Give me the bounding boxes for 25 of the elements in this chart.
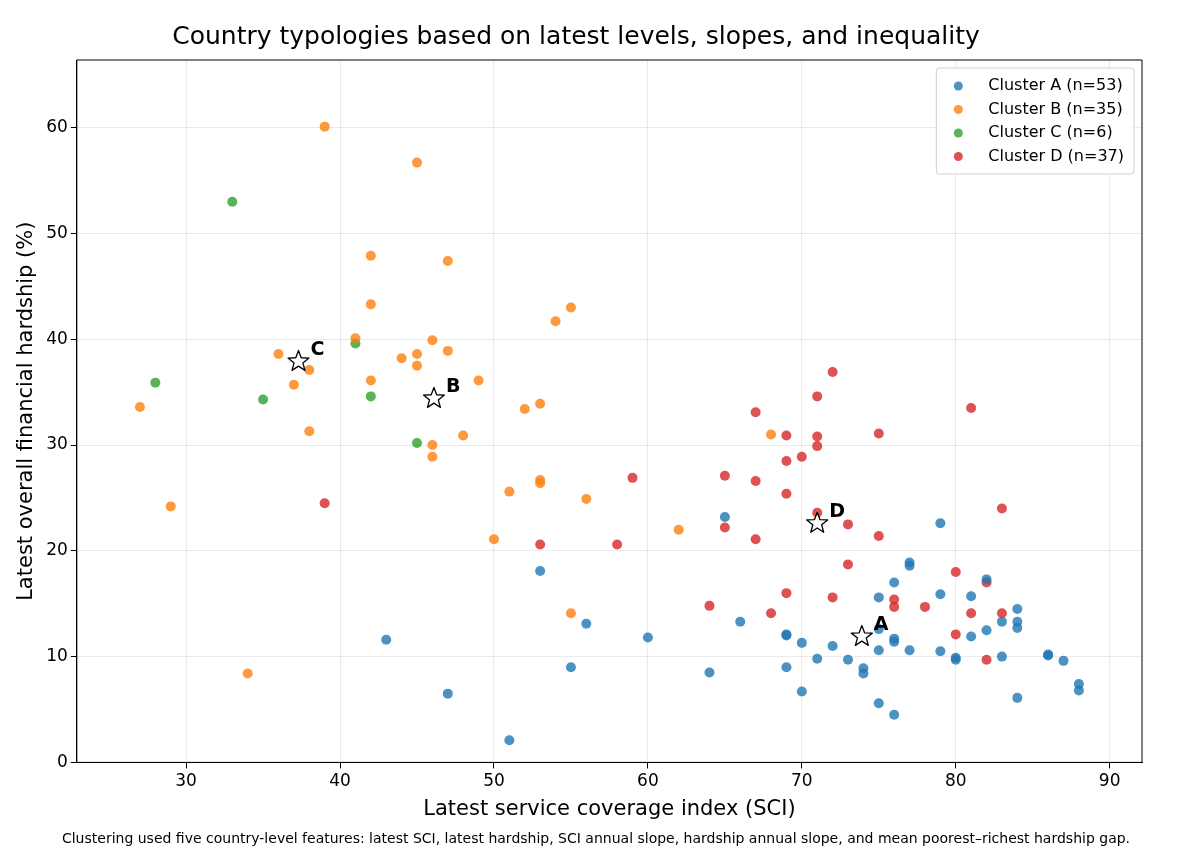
annotation: D [829, 498, 845, 521]
y-tick-label: 10 [46, 645, 68, 666]
x-tick-label: 70 [791, 770, 813, 791]
legend-label: Cluster D (n=37) [988, 145, 1124, 165]
annotation: B [445, 373, 461, 396]
y-tick-label: 0 [57, 750, 68, 771]
x-tick-label: 90 [1098, 770, 1121, 791]
x-tick-label: 60 [637, 770, 659, 791]
x-axis-title: Latest service coverage index (SCI) [423, 795, 796, 820]
legend-label: Cluster A (n=53) [988, 75, 1123, 95]
y-tick-label: 20 [46, 539, 68, 560]
x-tick-label: 30 [175, 770, 197, 791]
text: Clustering used five country-level features: latest SCI, latest hardship, SCI annual slope, hardship annual slope, and mean poorest–richest hardship gap. [61, 829, 1131, 846]
y-axis-title: Latest overall financial hardship (%) [13, 221, 38, 601]
y-tick-label: 30 [46, 433, 68, 454]
legend-label: Cluster B (n=35) [988, 98, 1123, 118]
chart-title: Country typologies based on latest levels, slopes, and inequality [172, 20, 981, 50]
y-tick-label: 50 [46, 221, 68, 242]
y-tick-label: 60 [46, 116, 68, 137]
x-tick-label: 40 [329, 770, 351, 791]
y-tick-label: 40 [46, 327, 68, 348]
x-tick-label: 50 [483, 770, 505, 791]
legend-label: Cluster C (n=6) [988, 122, 1113, 142]
annotation: C [310, 336, 325, 359]
x-tick-label: 80 [944, 770, 967, 791]
